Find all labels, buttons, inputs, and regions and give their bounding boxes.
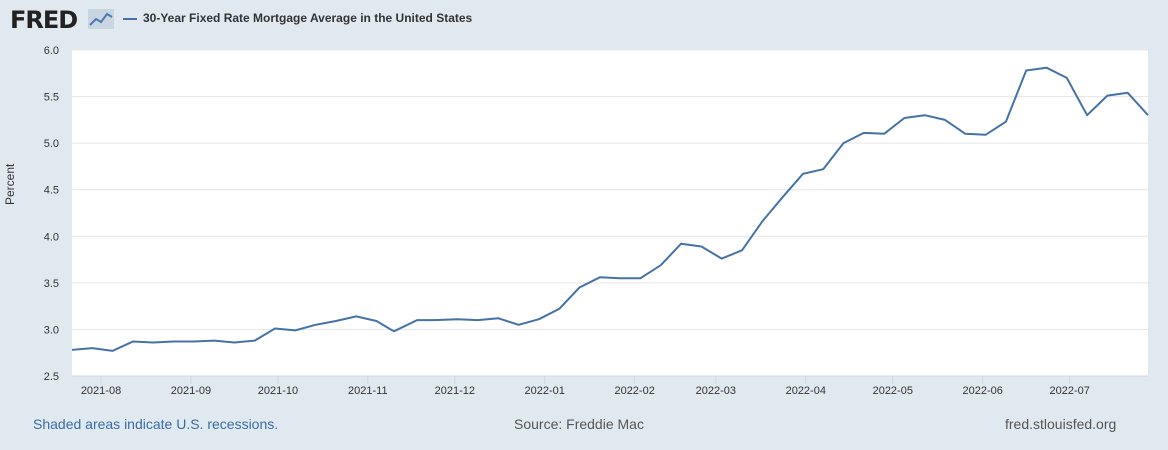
data-point[interactable] xyxy=(577,285,583,291)
data-point[interactable] xyxy=(1125,90,1131,96)
data-point[interactable] xyxy=(556,306,562,312)
data-point[interactable] xyxy=(658,262,664,268)
data-point[interactable] xyxy=(1084,112,1090,118)
legend-label[interactable]: 30-Year Fixed Rate Mortgage Average in t… xyxy=(143,11,473,25)
chart-header: FRED 30-Year Fixed Rate Mortgage Average… xyxy=(0,0,1168,40)
x-tick-label: 2022-03 xyxy=(696,385,736,397)
site-link[interactable]: fred.stlouisfed.org xyxy=(1005,416,1117,432)
data-point[interactable] xyxy=(69,347,75,353)
data-point[interactable] xyxy=(374,318,380,324)
y-axis-ticks: 2.5 3.0 3.5 4.0 4.5 5.0 5.5 6.0 xyxy=(44,45,59,383)
plot-area xyxy=(72,50,1148,376)
y-tick-label: 5.5 xyxy=(44,92,59,104)
data-point[interactable] xyxy=(1003,119,1009,125)
data-point[interactable] xyxy=(353,313,359,319)
y-tick-label: 5.0 xyxy=(44,138,59,150)
x-tick-label: 2021-08 xyxy=(81,385,121,397)
x-tick-label: 2021-11 xyxy=(348,385,388,397)
source-credit: Source: Freddie Mac xyxy=(514,416,644,432)
data-point[interactable] xyxy=(272,325,278,331)
data-point[interactable] xyxy=(333,318,339,324)
data-point[interactable] xyxy=(922,112,928,118)
data-series xyxy=(69,65,1151,354)
data-point[interactable] xyxy=(597,274,603,280)
data-point[interactable] xyxy=(780,194,786,200)
data-point[interactable] xyxy=(840,140,846,146)
x-tick-label: 2022-04 xyxy=(786,385,826,397)
data-point[interactable] xyxy=(1145,112,1151,118)
data-point[interactable] xyxy=(942,117,948,123)
y-tick-label: 4.0 xyxy=(44,231,59,243)
x-tick-label: 2022-07 xyxy=(1050,385,1090,397)
fred-logo-chart-icon xyxy=(88,9,114,29)
x-axis-ticks: 2021-08 2021-09 2021-10 2021-11 2021-12 2022-… xyxy=(72,375,1148,397)
data-point[interactable] xyxy=(432,317,438,323)
data-point[interactable] xyxy=(110,348,116,354)
data-point[interactable] xyxy=(983,132,989,138)
data-point[interactable] xyxy=(637,275,643,281)
data-point[interactable] xyxy=(313,322,319,328)
y-tick-label: 6.0 xyxy=(44,45,59,57)
x-tick-label: 2021-09 xyxy=(171,385,211,397)
data-point[interactable] xyxy=(962,131,968,137)
y-axis-title: Percent xyxy=(3,163,17,205)
legend-swatch xyxy=(123,18,137,20)
data-point[interactable] xyxy=(89,345,95,351)
y-tick-label: 3.5 xyxy=(44,278,59,290)
data-point[interactable] xyxy=(455,316,461,322)
data-point[interactable] xyxy=(861,130,867,136)
x-tick-label: 2021-10 xyxy=(258,385,298,397)
data-point[interactable] xyxy=(800,171,806,177)
data-point[interactable] xyxy=(191,339,197,345)
data-point[interactable] xyxy=(1104,93,1110,99)
data-point[interactable] xyxy=(414,317,420,323)
data-point[interactable] xyxy=(1043,65,1049,71)
x-tick-label: 2022-02 xyxy=(614,385,654,397)
data-point[interactable] xyxy=(292,327,298,333)
series-line-0[interactable] xyxy=(71,66,1149,352)
data-point[interactable] xyxy=(678,241,684,247)
data-point[interactable] xyxy=(820,166,826,172)
data-point[interactable] xyxy=(150,339,156,345)
fred-logo[interactable]: FRED xyxy=(10,6,78,34)
data-point[interactable] xyxy=(739,247,745,253)
data-point[interactable] xyxy=(1064,75,1070,81)
data-point[interactable] xyxy=(881,131,887,137)
data-point[interactable] xyxy=(698,244,704,250)
data-point[interactable] xyxy=(901,115,907,121)
data-point[interactable] xyxy=(211,338,217,344)
data-point[interactable] xyxy=(719,256,725,262)
data-point[interactable] xyxy=(536,316,542,322)
x-tick-label: 2022-01 xyxy=(525,385,565,397)
y-tick-label: 2.5 xyxy=(44,371,59,383)
data-point[interactable] xyxy=(495,315,501,321)
data-point[interactable] xyxy=(516,322,522,328)
data-point[interactable] xyxy=(759,218,765,224)
data-point[interactable] xyxy=(231,339,237,345)
data-point[interactable] xyxy=(130,339,136,345)
x-tick-label: 2021-12 xyxy=(435,385,475,397)
x-tick-label: 2022-05 xyxy=(873,385,913,397)
y-tick-label: 4.5 xyxy=(44,185,59,197)
recessions-note: Shaded areas indicate U.S. recessions. xyxy=(33,416,279,432)
data-point[interactable] xyxy=(171,339,177,345)
data-point[interactable] xyxy=(252,338,258,344)
x-tick-label: 2022-06 xyxy=(962,385,1002,397)
y-tick-label: 3.0 xyxy=(44,324,59,336)
data-point[interactable] xyxy=(1023,67,1029,73)
data-point[interactable] xyxy=(391,328,397,334)
data-point[interactable] xyxy=(475,317,481,323)
data-point[interactable] xyxy=(617,275,623,281)
